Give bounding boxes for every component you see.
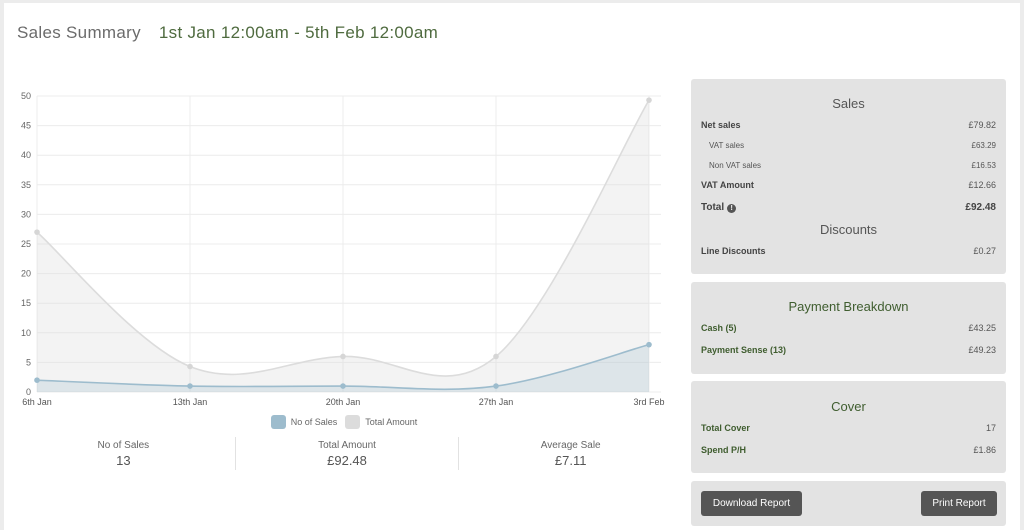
stat-label: Average Sale xyxy=(540,440,601,451)
vat-sales-row: VAT sales £63.29 xyxy=(709,141,996,150)
x-tick-label: 27th Jan xyxy=(479,397,514,407)
data-point-no-of-sales xyxy=(34,377,40,383)
non-vat-sales-label: Non VAT sales xyxy=(709,161,762,170)
cash-label: Cash (5) xyxy=(701,323,737,333)
y-tick-label: 20 xyxy=(21,269,31,279)
cover-panel: Cover Total Cover 17 Spend P/H £1.86 xyxy=(691,381,1006,473)
cover-title: Cover xyxy=(831,399,866,414)
actions-panel: Download Report Print Report xyxy=(691,481,1006,526)
net-sales-label: Net sales xyxy=(701,120,741,130)
line-discounts-row: Line Discounts £0.27 xyxy=(701,246,996,256)
stat-average-sale: Average Sale £7.11 xyxy=(459,437,682,470)
y-tick-label: 45 xyxy=(21,121,31,131)
stat-label: No of Sales xyxy=(97,440,150,451)
cash-row: Cash (5) £43.25 xyxy=(701,323,996,333)
page-title: Sales Summary xyxy=(17,23,141,42)
x-tick-label: 20th Jan xyxy=(326,397,361,407)
series-line-total-amount xyxy=(36,99,650,377)
non-vat-sales-value: £16.53 xyxy=(971,161,996,170)
y-tick-label: 50 xyxy=(21,91,31,101)
data-point-no-of-sales xyxy=(340,383,346,389)
payment-breakdown-title: Payment Breakdown xyxy=(788,299,909,314)
y-tick-label: 10 xyxy=(21,328,31,338)
total-cover-label: Total Cover xyxy=(701,423,750,433)
legend-label: No of Sales xyxy=(290,417,338,427)
stat-value: £92.48 xyxy=(327,453,367,468)
discounts-title: Discounts xyxy=(819,222,878,237)
chart-svg: 0 5 10 15 20 25 30 35 40 45 50 6th Jan 13th Jan 20th … xyxy=(21,91,665,407)
sales-panel: Sales Net sales £79.82 VAT sales £63.29 … xyxy=(691,79,1006,274)
print-report-button[interactable]: Print Report xyxy=(921,491,997,516)
sales-panel-title: Sales xyxy=(832,96,865,111)
total-label-wrap: Total! xyxy=(701,202,737,213)
line-discounts-label: Line Discounts xyxy=(701,246,766,256)
stat-value: 13 xyxy=(116,453,131,468)
spend-ph-row: Spend P/H £1.86 xyxy=(701,445,996,455)
x-tick-label: 3rd Feb xyxy=(633,397,664,407)
info-icon[interactable]: ! xyxy=(727,204,737,213)
y-tick-label: 5 xyxy=(26,357,31,367)
payment-breakdown-panel: Payment Breakdown Cash (5) £43.25 Paymen… xyxy=(691,282,1006,374)
cash-value: £43.25 xyxy=(968,323,996,333)
data-point-total-amount xyxy=(340,353,346,360)
y-tick-label: 40 xyxy=(21,150,31,160)
payment-sense-row: Payment Sense (13) £49.23 xyxy=(701,345,996,355)
legend-item-no-of-sales[interactable]: No of Sales xyxy=(270,415,338,429)
vat-amount-value: £12.66 xyxy=(968,180,996,190)
data-point-total-amount xyxy=(646,97,652,103)
non-vat-sales-row: Non VAT sales £16.53 xyxy=(709,161,996,170)
y-tick-label: 0 xyxy=(26,387,31,397)
date-range[interactable]: 1st Jan 12:00am - 5th Feb 12:00am xyxy=(158,23,439,42)
total-cover-value: 17 xyxy=(985,423,996,433)
stat-no-of-sales: No of Sales 13 xyxy=(12,437,236,470)
vat-amount-row: VAT Amount £12.66 xyxy=(701,180,996,190)
x-tick-label: 6th Jan xyxy=(22,397,52,407)
data-point-no-of-sales xyxy=(646,341,652,348)
spend-ph-value: £1.86 xyxy=(973,445,996,455)
y-tick-label: 25 xyxy=(21,239,31,249)
data-point-total-amount xyxy=(493,353,499,360)
chart-legend: No of Sales Total Amount xyxy=(4,415,684,429)
stat-label: Total Amount xyxy=(318,440,376,451)
data-point-no-of-sales xyxy=(493,383,499,389)
total-value: £92.48 xyxy=(965,202,996,213)
net-sales-row: Net sales £79.82 xyxy=(701,120,996,130)
payment-sense-label: Payment Sense (13) xyxy=(701,345,787,355)
vat-amount-label: VAT Amount xyxy=(701,180,754,190)
y-tick-label: 30 xyxy=(21,209,31,219)
vat-sales-value: £63.29 xyxy=(971,141,996,150)
x-tick-label: 13th Jan xyxy=(173,397,208,407)
y-tick-label: 15 xyxy=(21,298,31,308)
legend-swatch-no-of-sales xyxy=(270,415,286,429)
header: Sales Summary 1st Jan 12:00am - 5th Feb … xyxy=(17,23,438,43)
total-cover-row: Total Cover 17 xyxy=(701,423,996,433)
vat-sales-label: VAT sales xyxy=(709,141,745,150)
spend-ph-label: Spend P/H xyxy=(701,445,747,455)
data-point-no-of-sales xyxy=(187,383,193,389)
data-point-total-amount xyxy=(34,229,40,235)
stat-value: £7.11 xyxy=(554,453,587,468)
sales-chart: 0 5 10 15 20 25 30 35 40 45 50 6th Jan 13th Jan 20th … xyxy=(4,83,674,443)
sales-summary-page: Sales Summary 1st Jan 12:00am - 5th Feb … xyxy=(4,3,1020,530)
stats-row: No of Sales 13 Total Amount £92.48 Avera… xyxy=(12,437,682,470)
download-report-button[interactable]: Download Report xyxy=(701,491,802,516)
total-row: Total! £92.48 xyxy=(701,202,996,213)
net-sales-value: £79.82 xyxy=(968,120,996,130)
legend-swatch-total-amount xyxy=(345,415,361,429)
series-area-total-amount xyxy=(37,100,649,393)
data-point-total-amount xyxy=(187,363,193,370)
payment-sense-value: £49.23 xyxy=(968,345,996,355)
line-discounts-value: £0.27 xyxy=(973,246,996,256)
total-label: Total xyxy=(701,202,725,213)
legend-item-total-amount[interactable]: Total Amount xyxy=(345,415,417,429)
series-area-no-of-sales xyxy=(37,344,649,392)
y-tick-label: 35 xyxy=(21,180,31,190)
legend-label: Total Amount xyxy=(365,417,418,427)
stat-total-amount: Total Amount £92.48 xyxy=(236,437,460,470)
